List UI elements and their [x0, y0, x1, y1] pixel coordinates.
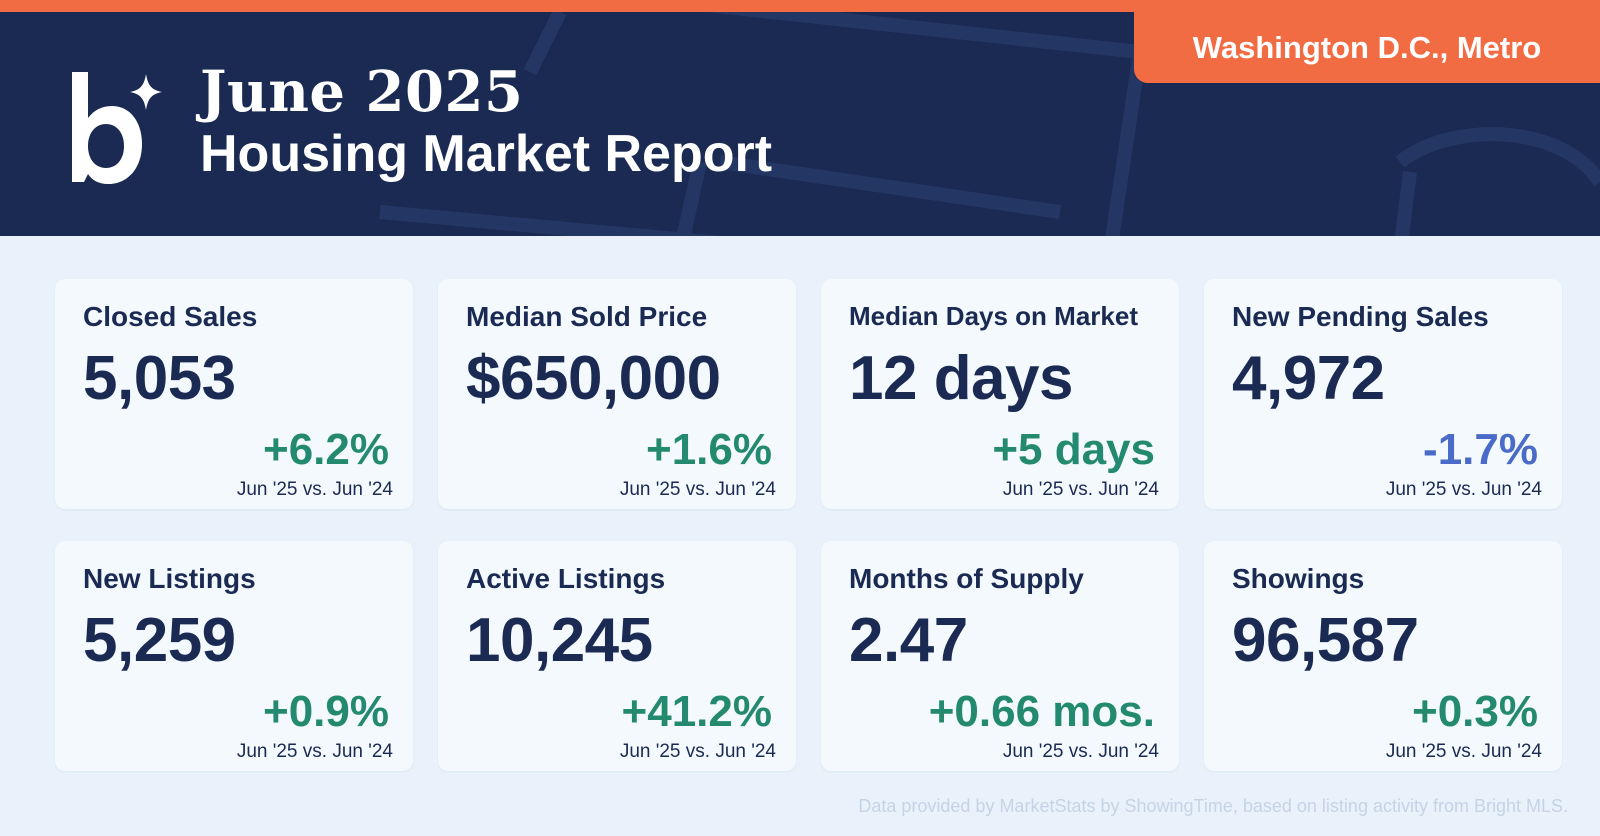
- stat-change: +0.3%: [1412, 687, 1538, 736]
- stat-period: Jun '25 vs. Jun '24: [236, 479, 393, 500]
- stat-change: +41.2%: [621, 687, 772, 736]
- stat-card-new-pending-sales: New Pending Sales 4,972 -1.7% Jun '25 vs…: [1204, 279, 1562, 509]
- stat-label: Months of Supply: [849, 563, 1084, 594]
- stat-label: Showings: [1232, 563, 1365, 594]
- report-subtitle: Housing Market Report: [200, 125, 773, 183]
- stat-period: Jun '25 vs. Jun '24: [1385, 741, 1542, 762]
- stat-change: +5 days: [992, 425, 1155, 474]
- stat-card-median-days-on-market: Median Days on Market 12 days +5 days Ju…: [821, 279, 1179, 509]
- stat-card-closed-sales: Closed Sales 5,053 +6.2% Jun '25 vs. Jun…: [55, 279, 413, 509]
- stat-period: Jun '25 vs. Jun '24: [236, 741, 393, 762]
- stat-label: Median Days on Market: [849, 301, 1138, 331]
- stat-label: Closed Sales: [83, 301, 258, 332]
- stat-change: +0.9%: [263, 687, 389, 736]
- stat-period: Jun '25 vs. Jun '24: [619, 741, 776, 762]
- stat-label: New Pending Sales: [1232, 301, 1489, 332]
- stat-change: +0.66 mos.: [928, 687, 1155, 736]
- stat-card-active-listings: Active Listings 10,245 +41.2% Jun '25 vs…: [438, 541, 796, 771]
- stat-card-showings: Showings 96,587 +0.3% Jun '25 vs. Jun '2…: [1204, 541, 1562, 771]
- stat-period: Jun '25 vs. Jun '24: [1002, 479, 1159, 500]
- stat-label: Active Listings: [466, 563, 666, 594]
- stat-period: Jun '25 vs. Jun '24: [1002, 741, 1159, 762]
- stat-period: Jun '25 vs. Jun '24: [1385, 479, 1542, 500]
- stat-value: 12 days: [849, 344, 1074, 413]
- report-month: June 2025: [200, 59, 524, 125]
- stat-value: 2.47: [849, 606, 968, 675]
- stat-change: +6.2%: [263, 425, 389, 474]
- stat-value: 5,053: [83, 344, 236, 413]
- stat-period: Jun '25 vs. Jun '24: [619, 479, 776, 500]
- stat-card-months-of-supply: Months of Supply 2.47 +0.66 mos. Jun '25…: [821, 541, 1179, 771]
- stat-change: -1.7%: [1423, 425, 1538, 474]
- stat-value: 96,587: [1232, 606, 1419, 675]
- accent-strip: [0, 0, 1600, 12]
- report-title: June 2025 Housing Market Report: [200, 60, 772, 186]
- region-badge: Washington D.C., Metro: [1134, 12, 1600, 83]
- stat-label: New Listings: [83, 563, 256, 594]
- brand-logo-icon: [72, 72, 162, 184]
- stat-value: 5,259: [83, 606, 236, 675]
- stat-label: Median Sold Price: [466, 301, 708, 332]
- stat-value: 4,972: [1232, 344, 1385, 413]
- stat-card-median-sold-price: Median Sold Price $650,000 +1.6% Jun '25…: [438, 279, 796, 509]
- stat-value: 10,245: [466, 606, 653, 675]
- data-source-note: Data provided by MarketStats by ShowingT…: [858, 796, 1568, 816]
- stat-change: +1.6%: [646, 425, 772, 474]
- stat-value: $650,000: [466, 344, 721, 413]
- stat-card-new-listings: New Listings 5,259 +0.9% Jun '25 vs. Jun…: [55, 541, 413, 771]
